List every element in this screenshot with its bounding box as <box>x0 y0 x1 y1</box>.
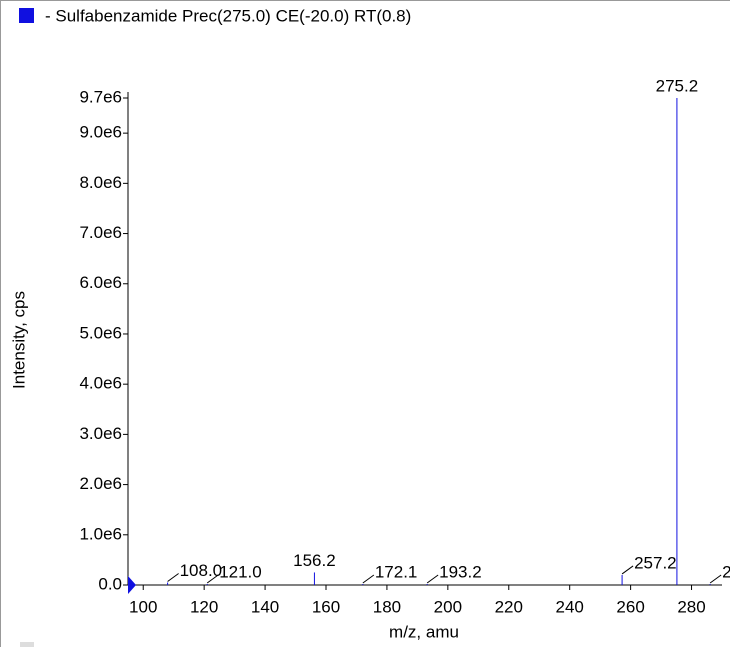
leader <box>426 574 439 584</box>
peak-label: 156.2 <box>293 551 336 570</box>
y-tick-label: 7.0e6 <box>79 223 122 242</box>
peak-label: 121.0 <box>219 562 262 581</box>
peak-label: 275.2 <box>656 76 699 95</box>
peak-label: 172.1 <box>375 562 418 581</box>
y-tick-label: 9.7e6 <box>79 87 122 106</box>
x-tick-label: 260 <box>616 597 644 616</box>
origin-marker <box>128 576 136 594</box>
y-tick-label: 0.0 <box>98 574 122 593</box>
y-tick-label: 9.0e6 <box>79 123 122 142</box>
leader <box>206 574 219 584</box>
leader <box>709 574 722 584</box>
y-tick-label: 4.0e6 <box>79 374 122 393</box>
peak-label: 257.2 <box>634 553 677 572</box>
peak-label: 193.2 <box>439 562 482 581</box>
x-tick-label: 180 <box>373 597 401 616</box>
y-tick-label: 1.0e6 <box>79 524 122 543</box>
y-tick-label: 6.0e6 <box>79 273 122 292</box>
legend-swatch <box>19 8 34 23</box>
leader <box>621 565 634 575</box>
x-tick-label: 220 <box>495 597 523 616</box>
x-tick-label: 100 <box>129 597 157 616</box>
x-tick-label: 240 <box>556 597 584 616</box>
y-axis-label: Intensity, cps <box>9 291 28 389</box>
x-tick-label: 280 <box>677 597 705 616</box>
peak-label: 108.0 <box>180 561 223 580</box>
y-tick-label: 8.0e6 <box>79 173 122 192</box>
y-tick-label: 2.0e6 <box>79 474 122 493</box>
peak-label: 286.1 <box>722 562 730 581</box>
legend-swatch-cut <box>20 642 34 647</box>
x-axis-label: m/z, amu <box>389 622 459 641</box>
leader <box>362 574 375 584</box>
x-tick-label: 160 <box>312 597 340 616</box>
x-tick-label: 140 <box>251 597 279 616</box>
x-tick-label: 120 <box>190 597 218 616</box>
y-tick-label: 3.0e6 <box>79 424 122 443</box>
chart-title: - Sulfabenzamide Prec(275.0) CE(-20.0) R… <box>45 6 411 25</box>
x-tick-label: 200 <box>434 597 462 616</box>
leader <box>167 573 179 582</box>
y-tick-label: 5.0e6 <box>79 323 122 342</box>
